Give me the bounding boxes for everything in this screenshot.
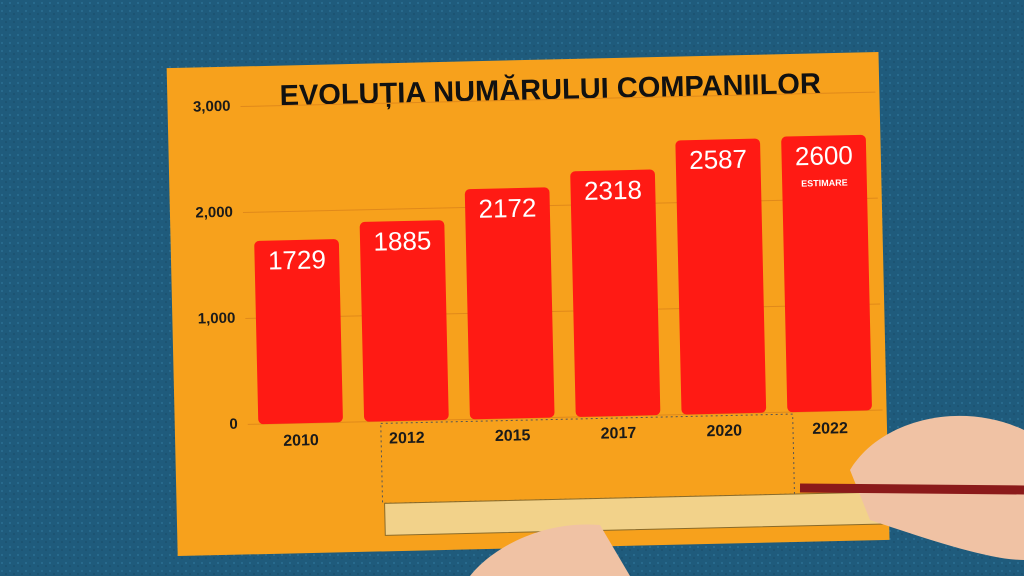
- y-tick-label: 3,000: [193, 98, 231, 116]
- paper: EVOLUȚIA NUMĂRULUI COMPANIILOR 01,0002,0…: [166, 52, 890, 557]
- bar: [254, 239, 343, 425]
- data-label: 2587: [689, 144, 748, 175]
- grid-line: [240, 91, 876, 108]
- pencil: [799, 483, 1024, 495]
- annotation: ESTIMARE: [801, 178, 848, 189]
- x-tick-label: 2010: [283, 432, 319, 450]
- x-tick-label: 2020: [706, 422, 742, 440]
- y-tick-label: 2,000: [195, 204, 233, 222]
- data-label: 2318: [584, 175, 643, 206]
- data-label: 1729: [268, 244, 327, 275]
- hand: [470, 524, 630, 576]
- bar: [464, 187, 555, 420]
- y-tick-label: 0: [229, 416, 238, 433]
- x-tick-label: 2017: [600, 425, 636, 443]
- grid-line: [242, 197, 878, 213]
- bar: [570, 169, 661, 417]
- bar: [781, 134, 872, 413]
- x-tick-label: 2015: [495, 427, 531, 445]
- bar: [675, 138, 767, 415]
- y-tick-label: 1,000: [198, 310, 236, 328]
- data-label: 2172: [478, 192, 537, 223]
- x-tick-label: 2022: [812, 420, 848, 438]
- x-tick-label: 2012: [389, 430, 425, 448]
- grid-line: [247, 409, 883, 425]
- grid-line: [245, 303, 881, 319]
- data-label: 2600: [795, 140, 854, 171]
- dashed-box: [380, 413, 795, 504]
- data-label: 1885: [373, 225, 432, 256]
- bar: [359, 220, 449, 422]
